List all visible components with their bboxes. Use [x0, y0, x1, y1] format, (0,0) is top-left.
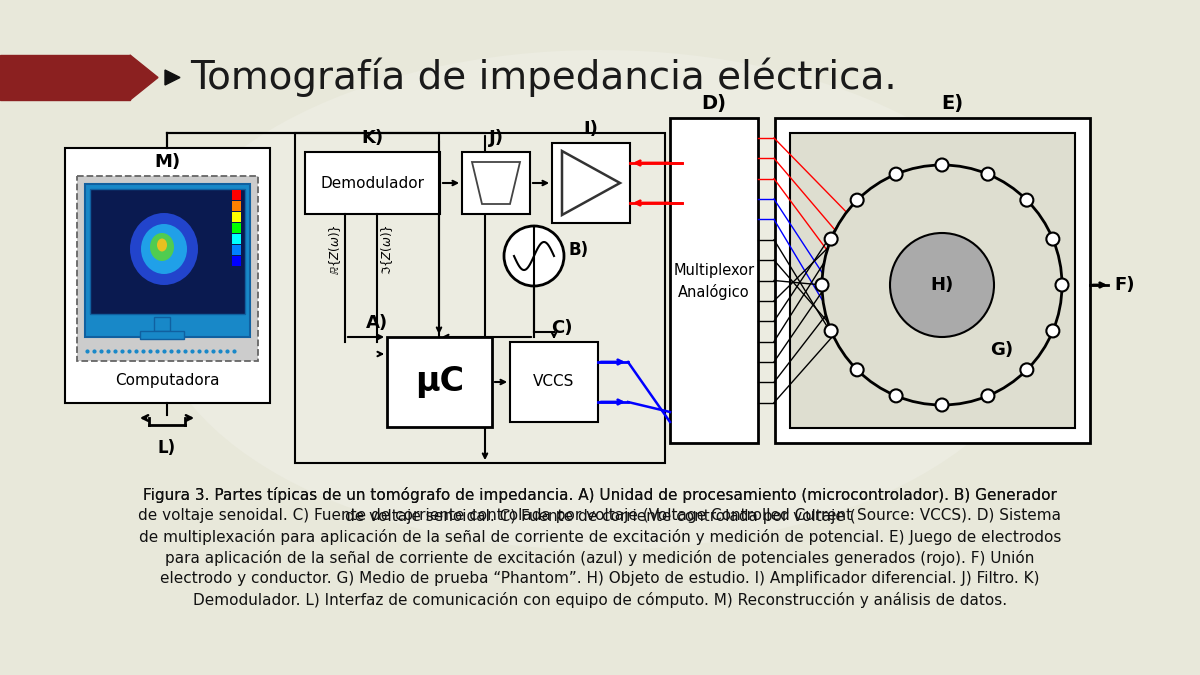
Circle shape — [889, 167, 902, 181]
Text: K): K) — [361, 129, 384, 147]
Bar — [65, 148, 270, 403]
Text: de voltaje senoidal. C) Fuente de corriente controlada por voltaje (Voltage Cont: de voltaje senoidal. C) Fuente de corrie… — [138, 509, 1062, 524]
Circle shape — [1046, 233, 1060, 246]
Circle shape — [824, 325, 838, 338]
Text: A): A) — [366, 314, 388, 332]
Circle shape — [822, 165, 1062, 405]
Text: de multiplexación para aplicación de la señal de corriente de excitación y medic: de multiplexación para aplicación de la … — [139, 529, 1061, 545]
Text: G): G) — [990, 341, 1014, 359]
Text: Demodulador: Demodulador — [320, 176, 425, 190]
Text: de voltaje senoidal. C) Fuente de corriente controlada por voltaje (: de voltaje senoidal. C) Fuente de corrie… — [344, 509, 856, 524]
Bar — [790, 133, 1075, 428]
Text: J): J) — [488, 129, 504, 147]
Bar — [85, 184, 250, 337]
Text: Figura 3. Partes típicas de un tomógrafo de impedancia. A) Unidad de procesamien: Figura 3. Partes típicas de un tomógrafo… — [143, 487, 1057, 503]
Text: E): E) — [942, 94, 964, 113]
Bar — [232, 212, 241, 222]
Bar — [232, 234, 241, 244]
Bar — [77, 176, 258, 361]
Bar — [90, 189, 245, 314]
Text: $\Im\{Z(\omega)\}$: $\Im\{Z(\omega)\}$ — [379, 224, 395, 275]
Circle shape — [936, 398, 948, 412]
Text: Tomografía de impedancia eléctrica.: Tomografía de impedancia eléctrica. — [190, 58, 896, 97]
Circle shape — [1046, 325, 1060, 338]
Bar — [232, 245, 241, 255]
Text: para aplicación de la señal de corriente de excitación (azul) y medición de pote: para aplicación de la señal de corriente… — [166, 550, 1034, 566]
Bar — [232, 190, 241, 200]
Text: μC: μC — [415, 365, 464, 398]
Text: Demodulador. L) Interfaz de comunicación con equipo de cómputo. M) Reconstrucció: Demodulador. L) Interfaz de comunicación… — [193, 592, 1007, 608]
Circle shape — [824, 233, 838, 246]
Text: D): D) — [702, 94, 726, 113]
Text: Computadora: Computadora — [115, 373, 220, 389]
Circle shape — [982, 167, 995, 181]
Text: $\mathbb{R}\{Z(\omega)\}$: $\mathbb{R}\{Z(\omega)\}$ — [328, 224, 343, 275]
Bar — [0, 55, 130, 100]
Circle shape — [851, 363, 864, 377]
Bar — [232, 223, 241, 233]
Ellipse shape — [150, 233, 174, 261]
Text: VCCS: VCCS — [533, 375, 575, 389]
Bar — [552, 143, 630, 223]
Bar — [232, 201, 241, 211]
Circle shape — [504, 226, 564, 286]
Text: M): M) — [155, 153, 180, 171]
Text: I): I) — [583, 120, 599, 138]
Bar — [670, 118, 758, 443]
Circle shape — [890, 233, 994, 337]
Circle shape — [982, 389, 995, 402]
Circle shape — [1056, 279, 1068, 292]
Bar — [232, 256, 241, 266]
Circle shape — [816, 279, 828, 292]
Text: Figura 3. Partes típicas de un tomógrafo de impedancia. A) Unidad de procesamien: Figura 3. Partes típicas de un tomógrafo… — [143, 487, 1057, 503]
Text: F): F) — [1114, 276, 1134, 294]
Circle shape — [1020, 363, 1033, 377]
Ellipse shape — [130, 213, 198, 285]
Ellipse shape — [150, 50, 1050, 550]
Text: de voltaje senoidal. C) Fuente de corriente controlada por voltaje (Voltage Cont: de voltaje senoidal. C) Fuente de corrie… — [138, 508, 1062, 523]
Bar — [305, 152, 440, 214]
Text: electrodo y conductor. G) Medio de prueba “Phantom”. H) Objeto de estudio. I) Am: electrodo y conductor. G) Medio de prueb… — [161, 571, 1039, 586]
Bar — [386, 337, 492, 427]
Bar — [775, 118, 1090, 443]
Text: C): C) — [551, 319, 572, 337]
Text: H): H) — [930, 276, 954, 294]
Bar — [140, 331, 184, 339]
Bar — [295, 133, 665, 463]
Bar — [154, 317, 170, 331]
Polygon shape — [130, 55, 158, 100]
Circle shape — [936, 159, 948, 171]
Ellipse shape — [142, 224, 187, 274]
Circle shape — [1020, 194, 1033, 207]
Bar — [462, 152, 530, 214]
Text: Multiplexor: Multiplexor — [673, 263, 755, 278]
Polygon shape — [166, 70, 180, 85]
Text: Analógico: Analógico — [678, 284, 750, 300]
Circle shape — [889, 389, 902, 402]
Text: B): B) — [568, 241, 588, 259]
Text: L): L) — [158, 439, 176, 457]
Bar — [510, 342, 598, 422]
Ellipse shape — [157, 238, 167, 252]
Circle shape — [851, 194, 864, 207]
